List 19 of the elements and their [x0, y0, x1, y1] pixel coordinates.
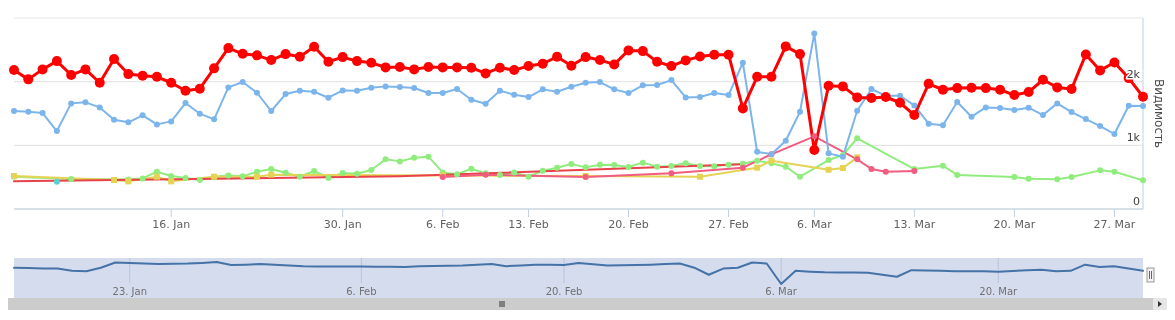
y-tick-label: 1k — [1126, 131, 1141, 145]
x-tick-label: 13. Feb — [508, 218, 549, 231]
x-tick-label: 16. Jan — [152, 218, 191, 231]
x-tick-label: 20. Mar — [993, 218, 1036, 231]
y-tick-label: 0 — [1133, 195, 1140, 208]
x-tick-label: 20. Feb — [608, 218, 649, 231]
y-tick-label: 2k — [1126, 67, 1141, 81]
x-tick-label: 6. Feb — [346, 286, 377, 297]
x-tick-label: 13. Mar — [893, 218, 936, 231]
x-tick-label: 27. Mar — [1093, 218, 1136, 231]
x-tick-label: 6. Mar — [796, 218, 833, 231]
x-tick-label: 20. Mar — [979, 286, 1019, 297]
x-tick-label: 6. Mar — [765, 286, 798, 297]
x-tick-label: 20. Feb — [545, 286, 583, 297]
x-tick-label: 23. Jan — [112, 286, 148, 297]
x-tick-label: 27. Feb — [708, 218, 749, 231]
x-tick-label: 6. Feb — [426, 218, 460, 231]
x-tick-label: 30. Jan — [323, 218, 362, 231]
y-axis-title: Видимость — [1152, 78, 1166, 149]
